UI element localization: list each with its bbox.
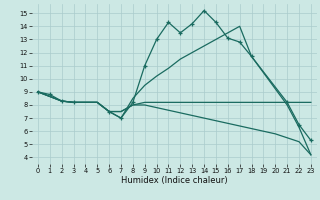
X-axis label: Humidex (Indice chaleur): Humidex (Indice chaleur) bbox=[121, 176, 228, 185]
